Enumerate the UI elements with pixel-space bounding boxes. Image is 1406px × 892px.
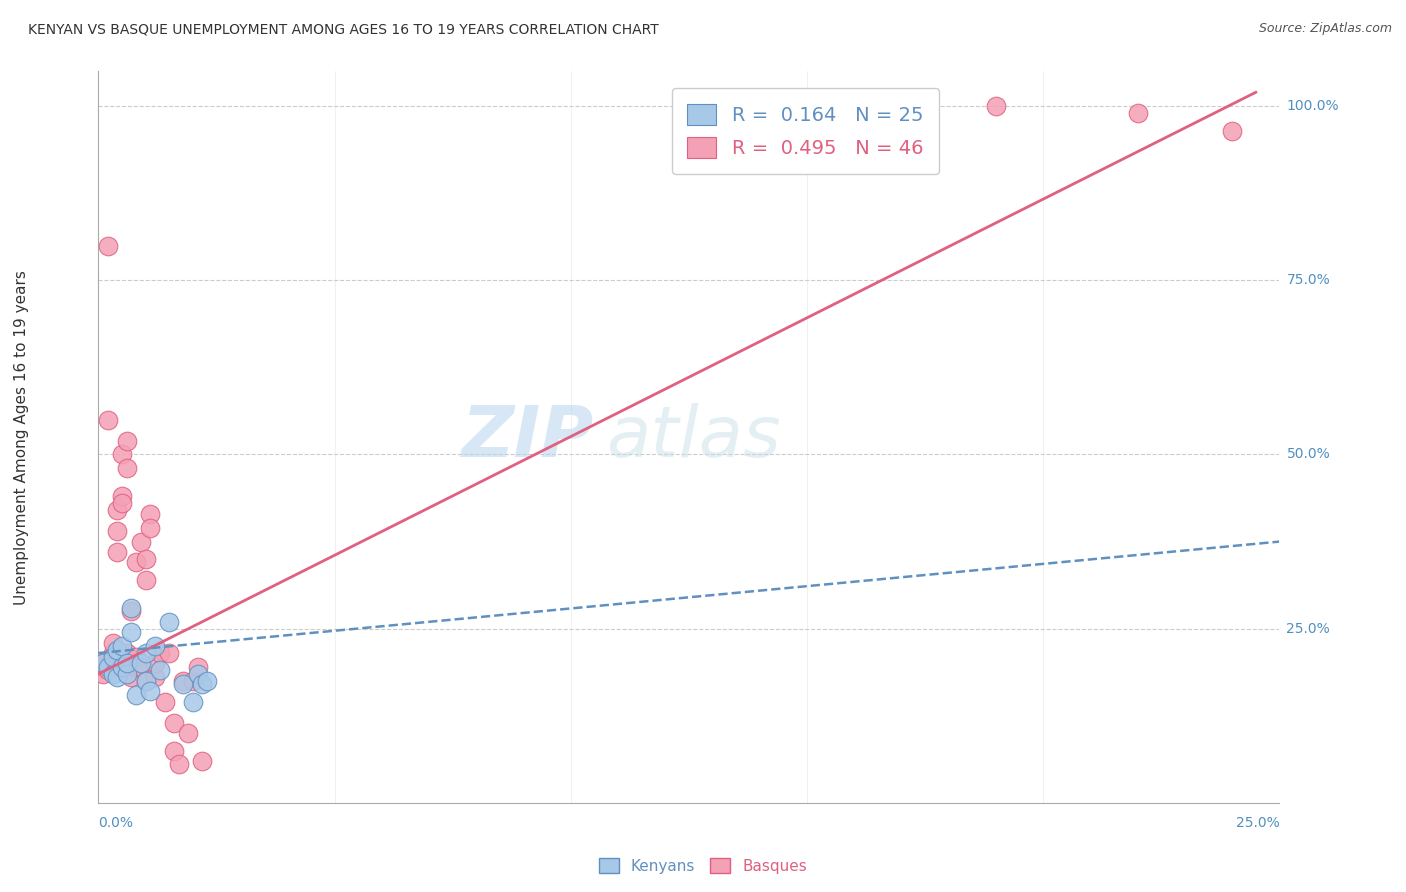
- Point: [139, 684, 162, 698]
- Point: [135, 552, 157, 566]
- Point: [105, 545, 128, 559]
- Point: [125, 649, 148, 664]
- Point: [984, 99, 1007, 113]
- Text: atlas: atlas: [606, 402, 780, 472]
- Point: [111, 660, 134, 674]
- Point: [91, 657, 114, 671]
- Point: [191, 677, 214, 691]
- Point: [105, 503, 128, 517]
- Point: [121, 670, 143, 684]
- Point: [101, 657, 124, 671]
- Point: [157, 615, 180, 629]
- Point: [115, 657, 138, 671]
- Point: [101, 649, 124, 664]
- Point: [101, 646, 124, 660]
- Point: [91, 660, 114, 674]
- Point: [111, 489, 134, 503]
- Point: [172, 677, 194, 691]
- Point: [125, 660, 148, 674]
- Point: [97, 412, 120, 426]
- Point: [125, 688, 148, 702]
- Point: [149, 646, 172, 660]
- Point: [163, 743, 186, 757]
- Point: [163, 715, 186, 730]
- Point: [1220, 123, 1243, 137]
- Point: [139, 507, 162, 521]
- Point: [115, 434, 138, 448]
- Text: KENYAN VS BASQUE UNEMPLOYMENT AMONG AGES 16 TO 19 YEARS CORRELATION CHART: KENYAN VS BASQUE UNEMPLOYMENT AMONG AGES…: [28, 22, 659, 37]
- Point: [191, 754, 214, 768]
- Point: [172, 673, 194, 688]
- Point: [187, 660, 209, 674]
- Point: [111, 496, 134, 510]
- Point: [181, 695, 204, 709]
- Point: [129, 534, 152, 549]
- Point: [115, 461, 138, 475]
- Text: 50.0%: 50.0%: [1286, 448, 1330, 461]
- Text: Source: ZipAtlas.com: Source: ZipAtlas.com: [1258, 22, 1392, 36]
- Point: [187, 667, 209, 681]
- Point: [129, 657, 152, 671]
- Text: 25.0%: 25.0%: [1286, 622, 1330, 636]
- Text: 0.0%: 0.0%: [98, 816, 134, 830]
- Point: [139, 521, 162, 535]
- Text: 25.0%: 25.0%: [1236, 816, 1279, 830]
- Point: [135, 573, 157, 587]
- Point: [105, 642, 128, 657]
- Point: [97, 660, 120, 674]
- Point: [157, 646, 180, 660]
- Point: [111, 639, 134, 653]
- Point: [153, 695, 176, 709]
- Text: 75.0%: 75.0%: [1286, 273, 1330, 287]
- Point: [105, 670, 128, 684]
- Point: [177, 726, 200, 740]
- Point: [121, 625, 143, 640]
- Point: [1126, 106, 1149, 120]
- Point: [121, 600, 143, 615]
- Point: [135, 673, 157, 688]
- Point: [91, 667, 114, 681]
- Legend: Kenyans, Basques: Kenyans, Basques: [592, 852, 814, 880]
- Point: [135, 646, 157, 660]
- Point: [97, 664, 120, 678]
- Point: [129, 660, 152, 674]
- Point: [195, 673, 218, 688]
- Point: [143, 657, 166, 671]
- Point: [115, 667, 138, 681]
- Point: [135, 673, 157, 688]
- Text: ZIP: ZIP: [463, 402, 595, 472]
- Point: [111, 448, 134, 462]
- Point: [143, 639, 166, 653]
- Text: 100.0%: 100.0%: [1286, 99, 1339, 113]
- Point: [97, 238, 120, 252]
- Point: [91, 657, 114, 671]
- Point: [181, 673, 204, 688]
- Point: [105, 524, 128, 538]
- Point: [125, 556, 148, 570]
- Point: [121, 604, 143, 618]
- Text: Unemployment Among Ages 16 to 19 years: Unemployment Among Ages 16 to 19 years: [14, 269, 28, 605]
- Point: [115, 646, 138, 660]
- Point: [149, 664, 172, 678]
- Point: [101, 667, 124, 681]
- Point: [167, 757, 190, 772]
- Legend: R =  0.164   N = 25, R =  0.495   N = 46: R = 0.164 N = 25, R = 0.495 N = 46: [672, 88, 939, 174]
- Point: [101, 635, 124, 649]
- Point: [143, 670, 166, 684]
